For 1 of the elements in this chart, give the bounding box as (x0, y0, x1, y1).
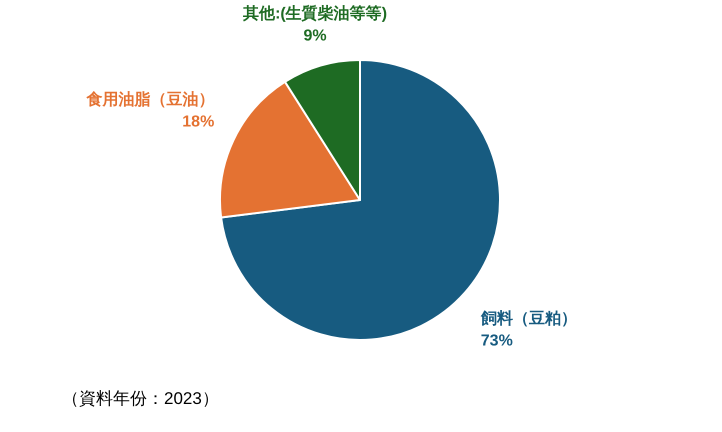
annotation: （資料年份：2023） (62, 389, 219, 408)
